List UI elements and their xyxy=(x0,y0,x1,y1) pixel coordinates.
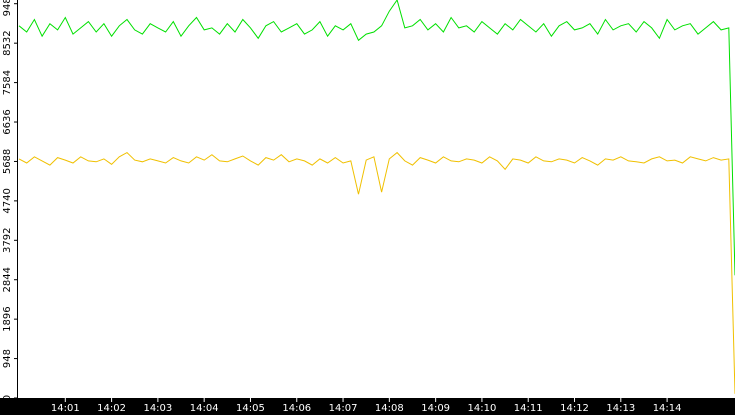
y-tick-label: 948 xyxy=(2,349,13,368)
y-tick-label: 8532 xyxy=(2,30,13,55)
x-tick-label: 14:03 xyxy=(143,403,172,414)
series-line xyxy=(18,0,735,276)
y-tick-label: 9481 xyxy=(2,0,13,16)
y-tick-label: 3792 xyxy=(2,228,13,253)
y-tick-label: 1896 xyxy=(2,306,13,331)
x-tick-label: 14:02 xyxy=(97,403,126,414)
x-tick-label: 14:07 xyxy=(329,403,358,414)
x-tick-label: 14:06 xyxy=(282,403,311,414)
series-line xyxy=(18,151,735,394)
x-tick-label: 14:12 xyxy=(560,403,589,414)
x-tick-label: 14:05 xyxy=(236,403,265,414)
x-tick-label: 14:09 xyxy=(421,403,450,414)
y-tick-label: 4740 xyxy=(2,188,13,213)
x-tick-label: 14:10 xyxy=(468,403,497,414)
y-tick-label: 5688 xyxy=(2,149,13,174)
x-tick-label: 14:04 xyxy=(190,403,219,414)
y-tick-label: 6636 xyxy=(2,109,13,134)
x-tick-label: 14:11 xyxy=(514,403,543,414)
y-tick-label: 7584 xyxy=(2,70,13,95)
y-tick-label: 0 xyxy=(2,395,13,401)
x-tick-label: 14:14 xyxy=(653,403,682,414)
y-tick-label: 2844 xyxy=(2,267,13,292)
x-tick-label: 14:13 xyxy=(606,403,635,414)
x-tick-label: 14:08 xyxy=(375,403,404,414)
x-axis-band xyxy=(0,398,735,415)
x-tick-label: 14:01 xyxy=(51,403,80,414)
